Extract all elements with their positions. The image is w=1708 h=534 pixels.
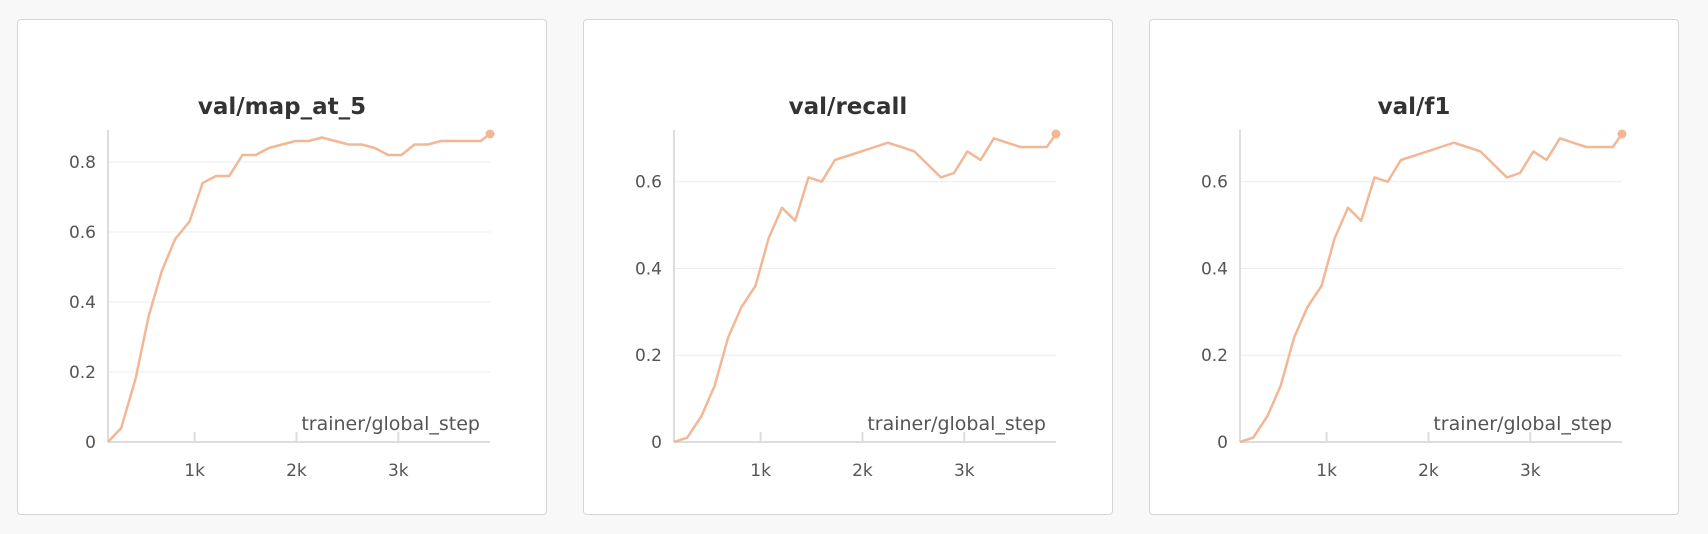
x-tick-label: 2k <box>852 461 873 481</box>
y-tick-label: 0.2 <box>69 363 96 383</box>
x-tick-label: 3k <box>954 461 975 481</box>
y-tick-label: 0.4 <box>69 293 96 313</box>
line-chart-map-at-5[interactable]: 0 0.2 0.4 0.6 0.8 1k 2k 3k trainer/global_step <box>18 20 548 516</box>
series-line <box>1239 133 1624 444</box>
y-tick-label: 0 <box>1217 433 1228 453</box>
y-tick-label: 0.4 <box>635 259 662 279</box>
line-chart-f1[interactable]: 0 0.2 0.4 0.6 1k 2k 3k trainer/global_step <box>1150 20 1680 516</box>
y-tick-label: 0.2 <box>635 346 662 366</box>
chart-panel-recall: val/recall 0 0.2 0.4 0.6 1k 2k 3k trainer/globa… <box>583 19 1113 515</box>
x-tick-label: 2k <box>286 461 307 481</box>
y-tick-label: 0.6 <box>635 173 662 193</box>
y-tick-label: 0.4 <box>1201 259 1228 279</box>
x-tick-label: 3k <box>1520 461 1541 481</box>
chart-title: val/f1 <box>1377 94 1451 120</box>
x-tick-label: 3k <box>388 461 409 481</box>
x-axis-label: trainer/global_step <box>1433 413 1612 435</box>
x-tick-label: 1k <box>750 461 771 481</box>
x-axis-label: trainer/global_step <box>867 413 1046 435</box>
x-axis-label: trainer/global_step <box>301 413 480 435</box>
series-end-point <box>1617 129 1627 139</box>
chart-title: val/recall <box>788 94 908 120</box>
chart-panel-f1: val/f1 0 0.2 0.4 0.6 1k 2k 3k trainer/global_st… <box>1149 19 1679 515</box>
x-tick-label: 2k <box>1418 461 1439 481</box>
y-tick-label: 0.6 <box>69 223 96 243</box>
chart-panel-map-at-5: val/map_at_5 0 0.2 0.4 0.6 0.8 1k 2k 3k trainer/… <box>17 19 547 515</box>
y-tick-label: 0.2 <box>1201 346 1228 366</box>
y-tick-label: 0.8 <box>69 153 96 173</box>
y-tick-label: 0.6 <box>1201 173 1228 193</box>
series-line <box>673 133 1058 444</box>
line-chart-recall[interactable]: 0 0.2 0.4 0.6 1k 2k 3k trainer/global_step <box>584 20 1114 516</box>
y-tick-label: 0 <box>651 433 662 453</box>
series-end-point <box>1051 129 1061 139</box>
x-tick-label: 1k <box>1316 461 1337 481</box>
y-tick-label: 0 <box>85 433 96 453</box>
x-tick-label: 1k <box>184 461 205 481</box>
series-line <box>107 133 491 443</box>
series-end-point <box>485 129 495 139</box>
chart-title: val/map_at_5 <box>197 94 367 120</box>
